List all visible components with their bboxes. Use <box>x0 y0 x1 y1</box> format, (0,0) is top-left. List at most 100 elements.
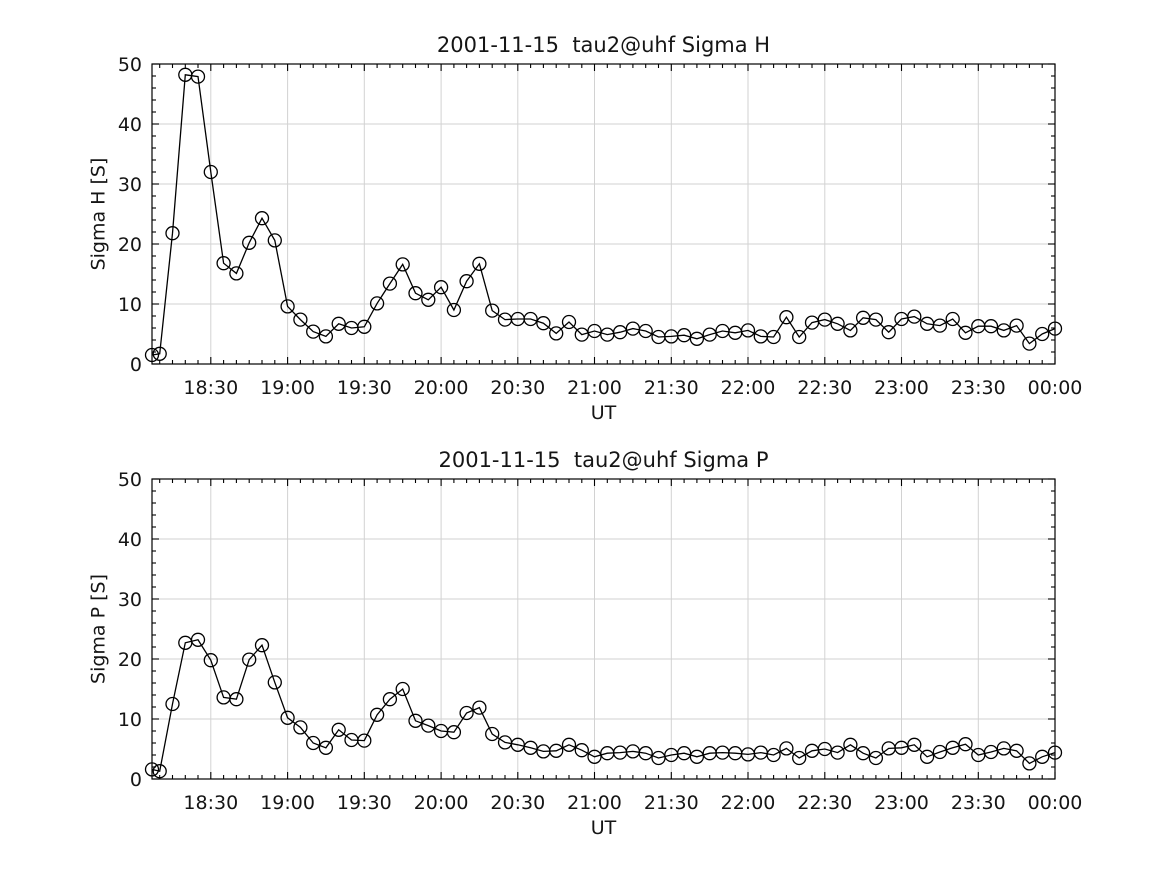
x-tick-label: 23:30 <box>951 792 1006 814</box>
data-point <box>1047 745 1063 760</box>
x-tick-label: 22:30 <box>797 377 852 399</box>
data-point <box>190 69 206 84</box>
data-point <box>792 329 807 345</box>
data-point <box>1035 326 1050 342</box>
sigma-p-panel: 18:30 19:00 19:30 20:00 20:30 21:00 21:30 22:00… <box>118 469 1083 814</box>
data-point <box>242 652 257 667</box>
data-point <box>446 302 462 318</box>
y-tick-label: 10 <box>118 709 142 731</box>
y-tick-label: 30 <box>118 174 142 196</box>
data-point <box>1009 318 1024 333</box>
sigma-h-panel: 18:30 19:00 19:30 20:00 20:30 21:00 21:30 22:00… <box>118 54 1083 399</box>
data-point <box>1022 756 1037 771</box>
data-point <box>945 740 960 755</box>
data-point <box>855 746 871 761</box>
data-point <box>536 316 551 331</box>
data-point <box>421 292 436 307</box>
data-point <box>152 764 167 779</box>
y-tick-label: 30 <box>118 589 142 611</box>
data-point <box>779 310 794 325</box>
data-point <box>318 740 334 755</box>
data-point <box>919 749 935 764</box>
data-points <box>144 632 1063 779</box>
x-tick-label: 19:00 <box>260 792 315 814</box>
x-tick-labels: 18:30 19:00 19:30 20:00 20:30 21:00 21:30 22:00… <box>183 792 1082 814</box>
data-point <box>561 737 577 752</box>
data-point <box>144 347 160 363</box>
data-point <box>446 725 462 740</box>
data-point <box>881 325 896 340</box>
data-point <box>766 747 781 763</box>
y-tick-label: 20 <box>118 234 142 256</box>
data-point <box>868 312 884 327</box>
data-point <box>203 653 218 668</box>
data-point <box>280 710 295 725</box>
data-point <box>472 256 487 271</box>
data-point <box>408 713 423 728</box>
data-point <box>843 323 858 338</box>
x-tick-label: 20:00 <box>414 377 469 399</box>
x-tick-label: 19:30 <box>337 792 392 814</box>
data-point <box>830 745 845 760</box>
data-point <box>318 329 334 344</box>
data-point <box>587 749 602 764</box>
data-points <box>144 67 1063 363</box>
data-point <box>369 296 385 311</box>
sigma-h-y-axis-label: Sigma H [S] <box>87 157 110 271</box>
data-point <box>254 638 270 653</box>
data-point <box>357 319 372 334</box>
data-point <box>357 733 372 748</box>
data-point <box>216 256 231 271</box>
grid <box>152 64 1055 364</box>
data-point <box>907 737 922 752</box>
data-point <box>689 331 705 346</box>
data-point <box>702 327 717 342</box>
sigma-h-x-axis-label: UT <box>590 402 617 424</box>
x-tick-label: 18:30 <box>183 377 238 399</box>
x-tick-label: 21:00 <box>567 792 622 814</box>
data-point <box>485 303 500 318</box>
plot-frame <box>151 63 1056 365</box>
data-point <box>382 276 398 291</box>
data-point <box>306 735 321 751</box>
data-point <box>996 323 1011 338</box>
data-point <box>792 750 807 766</box>
data-point <box>331 316 346 331</box>
x-tick-label: 23:30 <box>951 377 1006 399</box>
data-point <box>549 326 564 341</box>
data-point <box>638 746 653 761</box>
data-point <box>165 226 180 241</box>
data-point <box>574 327 589 342</box>
x-tick-label: 20:30 <box>490 792 545 814</box>
tick-marks <box>152 63 1056 365</box>
plot-frame <box>151 478 1056 780</box>
data-point <box>1009 743 1024 758</box>
data-point <box>587 323 602 339</box>
data-point <box>152 346 167 361</box>
y-tick-label: 50 <box>118 469 142 491</box>
x-tick-label: 20:30 <box>490 377 545 399</box>
data-point <box>1047 321 1063 336</box>
data-point <box>459 274 474 289</box>
sigma-p-y-axis-label: Sigma P [S] <box>87 574 110 684</box>
y-tick-label: 20 <box>118 649 142 671</box>
y-tick-label: 10 <box>118 294 142 316</box>
data-point <box>779 741 794 756</box>
x-tick-label: 21:30 <box>644 377 699 399</box>
data-point <box>740 323 756 338</box>
tick-marks <box>152 478 1056 780</box>
x-tick-label: 19:30 <box>337 377 392 399</box>
data-point <box>459 705 474 721</box>
data-point <box>1035 749 1050 764</box>
y-tick-labels: 0 10 20 30 40 50 <box>118 54 142 376</box>
x-tick-label: 18:30 <box>183 792 238 814</box>
data-point <box>254 211 270 226</box>
data-point <box>395 257 410 272</box>
x-tick-label: 21:30 <box>644 792 699 814</box>
data-point <box>561 314 577 330</box>
data-point <box>293 720 308 735</box>
x-tick-label: 00:00 <box>1028 377 1083 399</box>
sigma-p-chart-title: 2001-11-15 tau2@uhf Sigma P <box>438 448 769 472</box>
